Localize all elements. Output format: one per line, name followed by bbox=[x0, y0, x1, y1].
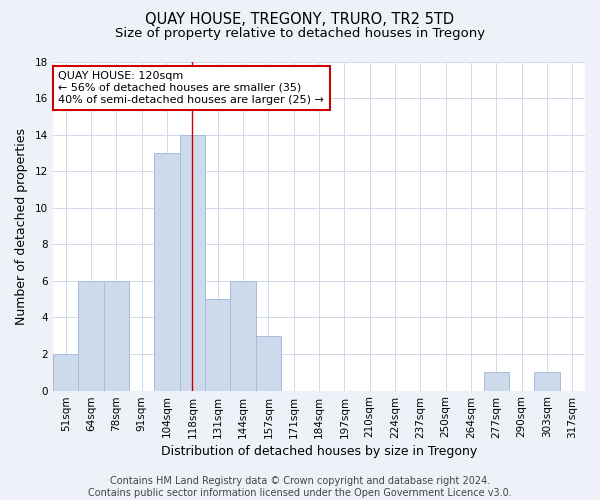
Text: QUAY HOUSE: 120sqm
← 56% of detached houses are smaller (35)
40% of semi-detache: QUAY HOUSE: 120sqm ← 56% of detached hou… bbox=[58, 72, 324, 104]
Bar bbox=[79, 281, 104, 390]
Bar bbox=[104, 281, 129, 390]
Text: QUAY HOUSE, TREGONY, TRURO, TR2 5TD: QUAY HOUSE, TREGONY, TRURO, TR2 5TD bbox=[145, 12, 455, 28]
Bar bbox=[205, 299, 230, 390]
Text: Size of property relative to detached houses in Tregony: Size of property relative to detached ho… bbox=[115, 28, 485, 40]
Bar bbox=[484, 372, 509, 390]
Bar bbox=[230, 281, 256, 390]
Bar bbox=[53, 354, 79, 391]
Y-axis label: Number of detached properties: Number of detached properties bbox=[15, 128, 28, 324]
Bar bbox=[256, 336, 281, 390]
Bar bbox=[154, 153, 180, 390]
Bar bbox=[535, 372, 560, 390]
Bar bbox=[180, 134, 205, 390]
Text: Contains HM Land Registry data © Crown copyright and database right 2024.
Contai: Contains HM Land Registry data © Crown c… bbox=[88, 476, 512, 498]
X-axis label: Distribution of detached houses by size in Tregony: Distribution of detached houses by size … bbox=[161, 444, 477, 458]
